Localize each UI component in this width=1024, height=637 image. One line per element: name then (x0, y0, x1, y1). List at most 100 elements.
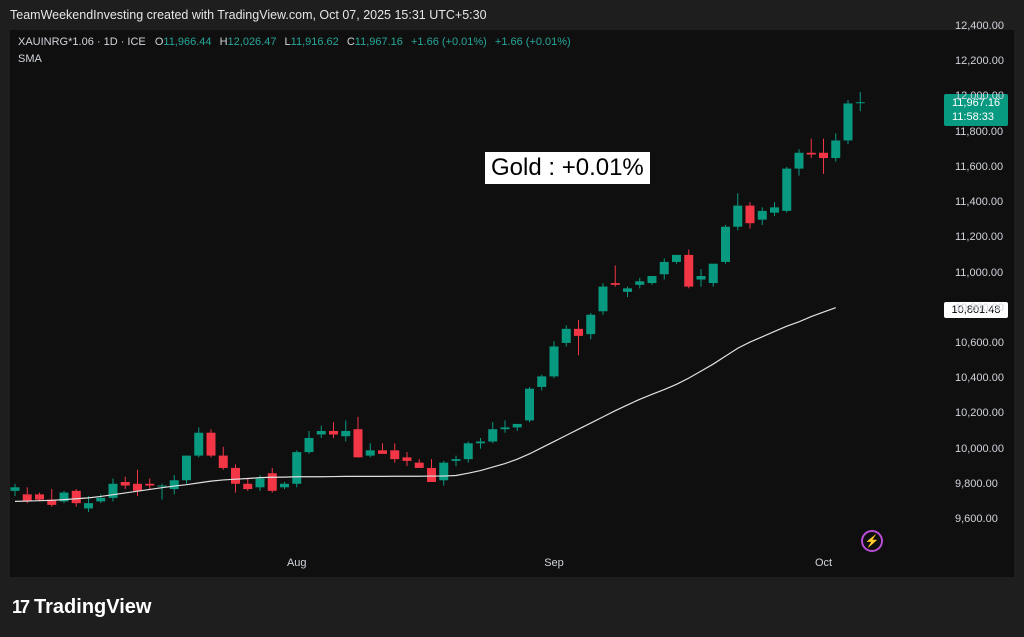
candle (721, 224, 730, 264)
candle (439, 460, 449, 486)
candle (659, 258, 669, 280)
y-tick-label: 10,800.00 (955, 301, 1004, 314)
candle (819, 138, 828, 174)
last-price-value: 11,967.16 (952, 97, 1001, 109)
x-tick-label: Oct (814, 557, 833, 569)
candle (59, 490, 69, 504)
tradingview-logo[interactable]: 17 TradingView (12, 596, 151, 619)
candle (353, 416, 363, 458)
y-tick-label: 11,000.00 (955, 266, 1004, 279)
candle (696, 268, 706, 287)
candle (341, 420, 351, 442)
tv-logo-icon: 17 (12, 597, 30, 617)
gold-annotation[interactable]: Gold : +0.01% (485, 152, 650, 184)
change-value-2: +1.66 (+0.01%) (494, 36, 571, 48)
candle (414, 459, 424, 468)
tradingview-brand: TradingView (34, 596, 152, 618)
y-tick-label: 12,200.00 (955, 55, 1004, 68)
y-tick-label: 10,200.00 (955, 407, 1004, 420)
candle (476, 438, 485, 449)
candle (157, 483, 167, 500)
candle (782, 166, 792, 213)
high-value: 12,026.47 (227, 36, 277, 48)
candle (512, 423, 522, 431)
y-tick-label: 11,400.00 (955, 196, 1004, 209)
candle (218, 446, 228, 470)
high-label: H (219, 36, 228, 48)
candle (745, 202, 755, 229)
change-value: +1.66 (+0.01%) (410, 36, 487, 48)
candle (574, 320, 583, 356)
candle (169, 474, 179, 495)
candle (843, 99, 853, 144)
sma-legend[interactable]: SMA (18, 53, 42, 65)
y-tick-label: 11,600.00 (955, 160, 1004, 173)
x-tick-label: Aug (286, 557, 307, 569)
candle (243, 478, 253, 491)
candle (108, 478, 118, 502)
y-tick-label: 10,000.00 (955, 442, 1004, 455)
candle (231, 464, 240, 493)
close-label: C (346, 36, 355, 48)
candle (500, 420, 510, 433)
candle (525, 386, 534, 423)
candle (96, 494, 106, 504)
candle (733, 193, 743, 231)
y-tick-label: 11,800.00 (955, 125, 1004, 138)
candle (329, 422, 338, 439)
candle (635, 277, 645, 289)
y-tick-label: 11,200.00 (955, 231, 1004, 244)
candle (672, 254, 681, 264)
candle (537, 374, 547, 391)
candle (292, 450, 302, 488)
candle (623, 286, 632, 298)
candle (488, 422, 498, 444)
bar-countdown: 11:58:33 (952, 111, 995, 123)
candle (463, 441, 473, 463)
last-price-tag: 11,967.16 11:58:33 (944, 94, 1008, 126)
candle (84, 496, 93, 512)
candle (708, 263, 718, 287)
candle (561, 325, 571, 347)
candle (194, 427, 204, 458)
candle (757, 207, 767, 225)
candle (598, 283, 608, 315)
candle (806, 138, 816, 159)
x-tick-label: Sep (544, 557, 564, 569)
candle (427, 459, 436, 483)
low-value: 11,916.62 (290, 36, 339, 48)
candle (855, 91, 865, 112)
chart-header: TeamWeekendInvesting created with Tradin… (10, 8, 487, 22)
candle (770, 202, 779, 217)
y-tick-label: 12,400.00 (955, 20, 1004, 32)
symbol-label: XAUINRG*1.06 · 1D · ICE (18, 36, 146, 48)
candle (120, 476, 130, 490)
candle (549, 341, 559, 379)
candle (71, 489, 81, 507)
low-label: L (284, 36, 291, 48)
close-value: 11,967.16 (354, 36, 403, 48)
candle (267, 467, 277, 493)
open-value: 11,966.44 (163, 36, 212, 48)
candle (647, 276, 657, 285)
candle (610, 265, 620, 287)
candle (280, 482, 289, 490)
candle (35, 492, 44, 502)
candle (684, 249, 694, 289)
candle (10, 483, 20, 497)
candle (794, 149, 804, 176)
candle (304, 430, 314, 454)
sma-value-tag: 10,801.48 (944, 302, 1008, 318)
candle (390, 443, 400, 463)
lightning-icon[interactable]: ⚡ (861, 530, 883, 552)
y-tick-label: 10,400.00 (955, 372, 1004, 385)
candle (206, 429, 216, 458)
y-tick-label: 9,600.00 (955, 513, 998, 525)
candle (451, 455, 461, 467)
candle (365, 443, 375, 458)
sma-line (14, 307, 836, 502)
y-tick-label: 9,800.00 (955, 477, 998, 490)
candle (47, 489, 57, 507)
candle (402, 452, 412, 467)
